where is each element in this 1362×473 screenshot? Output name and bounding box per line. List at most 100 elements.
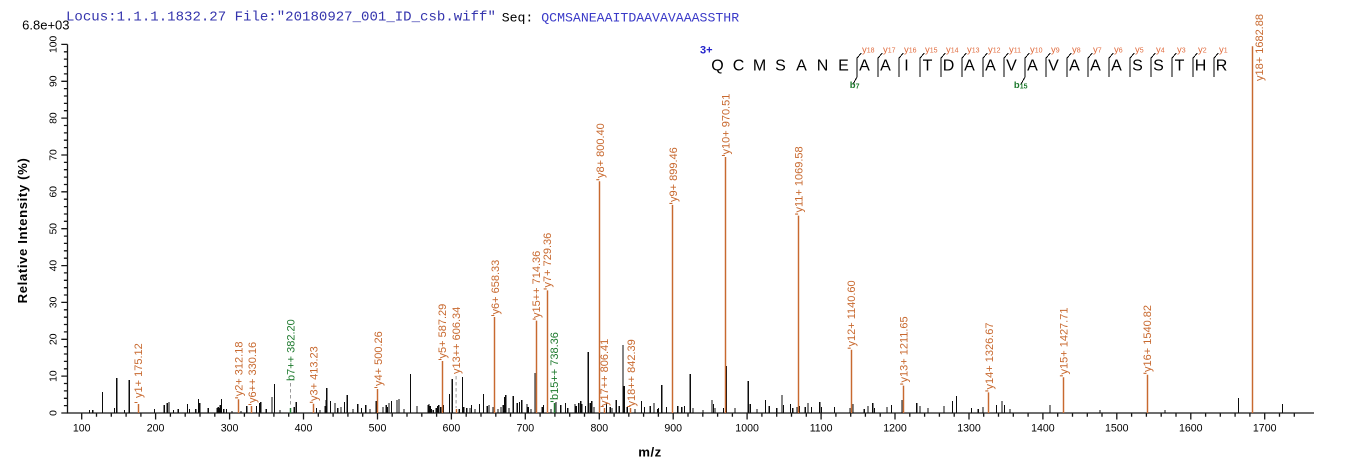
svg-text:N: N [817,58,829,75]
svg-text:y9: y9 [1051,44,1060,55]
svg-text:y7: y7 [1093,44,1102,55]
svg-text:600: 600 [443,423,461,435]
svg-text:200: 200 [147,423,165,435]
svg-text:y14+ 1326.67: y14+ 1326.67 [984,323,996,390]
svg-text:40: 40 [49,260,60,272]
svg-text:y7+ 729.36: y7+ 729.36 [542,233,554,288]
svg-text:100: 100 [73,423,91,435]
svg-text:y15: y15 [925,44,938,55]
svg-text:y10+ 970.51: y10+ 970.51 [720,94,732,155]
svg-text:T: T [923,58,933,75]
svg-text:y3: y3 [1177,44,1186,55]
svg-text:100: 100 [49,36,60,53]
svg-text:C: C [733,58,745,75]
svg-text:A: A [1027,58,1038,75]
svg-text:Locus:1.1.1.1832.27 File:"2018: Locus:1.1.1.1832.27 File:"20180927_001_I… [66,10,496,26]
svg-text:y11+ 1069.58: y11+ 1069.58 [794,146,806,212]
svg-text:y8: y8 [1072,44,1081,55]
svg-text:b7: b7 [850,80,860,91]
svg-text:A: A [796,58,807,75]
svg-text:y3+ 413.23: y3+ 413.23 [308,346,320,401]
svg-text:400: 400 [295,423,313,435]
svg-text:R: R [1216,58,1228,75]
svg-text:V: V [1006,58,1017,75]
svg-text:60: 60 [49,186,60,198]
svg-text:y1+ 175.12: y1+ 175.12 [133,343,145,398]
svg-text:M: M [753,58,766,75]
svg-text:80: 80 [49,112,60,124]
svg-text:y12+ 1140.60: y12+ 1140.60 [846,280,858,346]
svg-text:m/z: m/z [638,445,661,460]
svg-text:S: S [1132,58,1143,75]
svg-text:10: 10 [49,370,60,382]
svg-text:1000: 1000 [735,423,759,435]
svg-text:y8+ 800.40: y8+ 800.40 [595,123,607,178]
svg-text:0: 0 [49,410,60,416]
svg-text:900: 900 [664,423,682,435]
svg-text:b15: b15 [1014,80,1028,91]
svg-text:A: A [964,58,975,75]
svg-text:V: V [1048,58,1059,75]
svg-text:y6: y6 [1114,44,1123,55]
svg-text:20: 20 [49,333,60,345]
svg-text:y18+ 1682.88: y18+ 1682.88 [1254,14,1266,81]
svg-text:y13++ 606.34: y13++ 606.34 [451,307,463,374]
svg-text:300: 300 [221,423,239,435]
svg-text:y18++ 842.39: y18++ 842.39 [626,339,638,406]
svg-text:3+: 3+ [700,45,713,57]
svg-text:A: A [1069,58,1080,75]
svg-text:y6++ 330.16: y6++ 330.16 [247,342,259,403]
svg-text:1300: 1300 [957,423,981,435]
svg-text:30: 30 [49,296,60,308]
svg-text:y15+ 1427.71: y15+ 1427.71 [1058,308,1070,375]
svg-text:T: T [1175,58,1185,75]
svg-text:1500: 1500 [1105,423,1129,435]
svg-text:y16: y16 [904,44,917,55]
svg-text:H: H [1195,58,1207,75]
svg-text:y1: y1 [1219,44,1228,55]
svg-text:6.8e+03: 6.8e+03 [22,18,69,33]
svg-text:y4+ 500.26: y4+ 500.26 [373,331,385,386]
svg-text:E: E [838,58,849,75]
svg-text:y18: y18 [862,44,875,55]
svg-text:y13+ 1211.65: y13+ 1211.65 [899,316,911,382]
svg-text:I: I [904,58,908,75]
svg-text:50: 50 [49,223,60,235]
svg-text:1600: 1600 [1179,423,1203,435]
svg-text:90: 90 [49,75,60,87]
svg-text:y16+ 1540.82: y16+ 1540.82 [1142,305,1154,372]
svg-text:y4: y4 [1156,44,1165,55]
svg-text:b15++ 738.36: b15++ 738.36 [549,332,561,400]
svg-text:A: A [985,58,996,75]
svg-text:1400: 1400 [1031,423,1055,435]
svg-text:D: D [943,58,955,75]
svg-text:y6+ 658.33: y6+ 658.33 [490,260,502,315]
svg-text:1200: 1200 [883,423,907,435]
svg-text:y11: y11 [1009,44,1021,55]
svg-text:b7++ 382.20: b7++ 382.20 [286,319,298,381]
svg-text:y5+ 587.29: y5+ 587.29 [437,304,449,359]
svg-text:500: 500 [369,423,387,435]
svg-text:y2+ 312.18: y2+ 312.18 [234,342,246,397]
svg-text:1100: 1100 [810,423,833,435]
svg-text:S: S [775,58,786,75]
svg-text:y17: y17 [883,44,896,55]
svg-text:y17++ 806.41: y17++ 806.41 [599,339,611,406]
svg-text:A: A [1111,58,1122,75]
svg-text:70: 70 [49,149,60,161]
svg-text:Relative Intensity (%): Relative Intensity (%) [15,158,30,304]
svg-text:y14: y14 [946,44,959,55]
svg-text:Q: Q [711,58,723,75]
svg-text:A: A [1090,58,1101,75]
svg-text:y9+ 899.46: y9+ 899.46 [668,147,680,202]
svg-text:S: S [1153,58,1164,75]
svg-text:y15++ 714.36: y15++ 714.36 [531,251,543,318]
svg-text:A: A [859,58,870,75]
svg-text:y10: y10 [1030,44,1043,55]
svg-text:A: A [880,58,891,75]
svg-text:y13: y13 [967,44,980,55]
svg-text:700: 700 [516,423,534,435]
svg-text:800: 800 [590,423,608,435]
svg-text:y5: y5 [1135,44,1144,55]
svg-text:Seq: QCMSANEAAITDAAVAVAAASSTHR: Seq: QCMSANEAAITDAAVAVAAASSTHR [502,11,740,26]
